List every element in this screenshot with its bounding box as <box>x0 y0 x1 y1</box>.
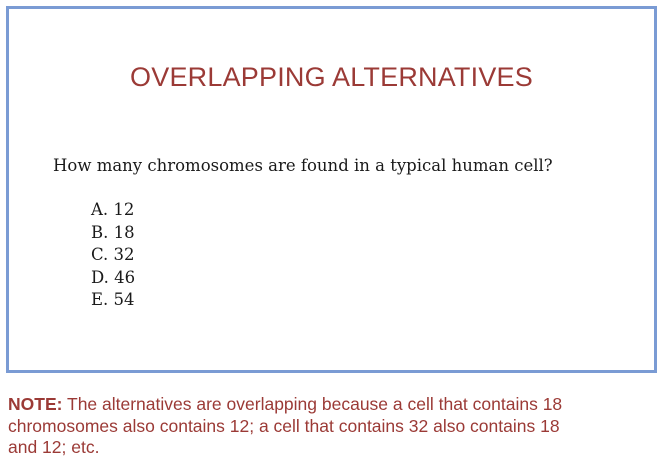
note-text: The alternatives are overlapping because… <box>8 394 563 457</box>
note-label: NOTE: <box>8 394 63 414</box>
answer-option: C. 32 <box>91 244 135 267</box>
slide-frame: OVERLAPPING ALTERNATIVES How many chromo… <box>6 6 657 373</box>
note-caption: NOTE: The alternatives are overlapping b… <box>8 394 568 459</box>
option-letter: A. <box>91 200 109 219</box>
option-letter: C. <box>91 245 109 264</box>
option-value: 32 <box>113 245 135 264</box>
answer-option: D. 46 <box>91 267 135 290</box>
option-value: 18 <box>113 222 135 242</box>
slide-title: OVERLAPPING ALTERNATIVES <box>130 62 533 92</box>
option-value: 12 <box>113 200 135 219</box>
option-letter: E. <box>91 290 109 309</box>
option-letter: B. <box>91 222 109 242</box>
option-letter: D. <box>91 267 109 287</box>
answer-option: A. 12 <box>91 199 135 222</box>
answer-options-list: A. 12 B. 18 C. 32 D. 46 E. 54 <box>91 199 135 312</box>
option-value: 54 <box>113 290 135 309</box>
option-value: 46 <box>114 267 136 287</box>
answer-option: B. 18 <box>91 222 135 245</box>
question-text: How many chromosomes are found in a typi… <box>53 156 553 175</box>
answer-option: E. 54 <box>91 289 135 312</box>
